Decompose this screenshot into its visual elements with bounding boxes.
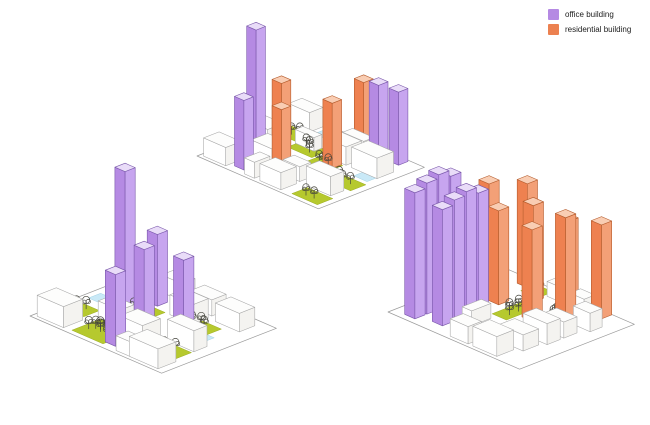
scene-office-cluster-block <box>29 162 277 374</box>
office-tower <box>146 225 168 235</box>
office-tower <box>416 174 438 184</box>
residential-tower <box>271 75 292 84</box>
office-tower <box>105 269 116 347</box>
lowrise-building <box>36 287 83 307</box>
residential-tower <box>353 74 374 83</box>
tree-canopy <box>84 319 89 325</box>
residential-tower <box>322 95 342 104</box>
office-tower <box>388 84 409 93</box>
office-tower <box>404 188 416 320</box>
lowrise-building <box>259 157 297 173</box>
office-tower <box>404 184 426 194</box>
lowrise-building <box>215 296 256 314</box>
legend-label-office: office building <box>565 10 614 19</box>
office-tower <box>465 187 477 317</box>
tree-canopy <box>315 153 320 158</box>
tree-canopy <box>96 322 101 327</box>
residential-tower <box>488 202 510 212</box>
office-color-swatch <box>548 9 559 20</box>
office-tower <box>428 166 450 176</box>
office-tower <box>455 183 477 192</box>
lowrise-building <box>449 313 482 327</box>
residential-tower <box>478 175 500 185</box>
lowrise-building <box>461 298 492 312</box>
residential-tower <box>521 221 543 231</box>
legend-item-office: office building <box>548 9 631 20</box>
lowrise-building <box>167 313 208 331</box>
office-tower <box>431 205 443 327</box>
office-tower <box>442 205 453 327</box>
lowrise-building <box>119 308 161 326</box>
office-tower <box>157 230 168 307</box>
office-tower <box>414 188 426 320</box>
residential-tower <box>516 175 538 185</box>
office-tower <box>173 251 195 261</box>
residential-tower <box>521 225 533 322</box>
office-tower <box>234 92 254 101</box>
office-tower <box>234 96 245 171</box>
lowrise-building <box>522 307 561 324</box>
scene-segregated-block <box>387 166 635 370</box>
office-tower <box>477 188 489 313</box>
office-tower <box>398 88 409 166</box>
legend-label-residential: residential building <box>565 25 632 34</box>
office-tower <box>454 195 465 322</box>
office-tower <box>246 21 266 31</box>
office-tower <box>368 77 389 86</box>
lowrise-building <box>498 318 539 336</box>
lowrise-building <box>472 319 514 337</box>
office-tower <box>105 265 126 275</box>
residential-tower <box>498 206 510 306</box>
lowrise-building <box>573 300 603 314</box>
legend: office building residential building <box>548 9 631 35</box>
residential-tower <box>555 213 566 325</box>
residential-tower <box>522 197 544 206</box>
legend-item-residential: residential building <box>548 24 631 35</box>
lowrise-building <box>306 160 345 177</box>
tree-canopy <box>505 305 510 311</box>
office-tower <box>431 201 453 210</box>
office-tower <box>124 167 136 306</box>
residential-color-swatch <box>548 24 559 35</box>
residential-tower <box>531 225 543 322</box>
tree-canopy <box>301 186 307 192</box>
lowrise-building <box>282 154 311 167</box>
residential-tower <box>271 101 292 110</box>
residential-tower <box>555 209 577 219</box>
residential-tower <box>331 99 342 169</box>
office-tower <box>255 26 266 151</box>
residential-tower <box>488 206 499 306</box>
tree-canopy <box>310 189 315 195</box>
tree-canopy <box>324 156 329 162</box>
tree-canopy <box>305 143 310 148</box>
office-tower <box>133 240 155 250</box>
tree-canopy <box>514 302 519 307</box>
residential-tower <box>601 220 613 320</box>
lowrise-building <box>244 151 271 163</box>
lowrise-building <box>295 126 323 138</box>
tree-canopy <box>346 175 351 180</box>
residential-tower <box>590 216 613 226</box>
office-tower <box>114 162 136 172</box>
lowrise-building <box>129 329 177 350</box>
scene-mixed-block <box>196 21 425 210</box>
office-tower <box>443 191 465 201</box>
lowrise-building <box>351 140 394 159</box>
tree-canopy <box>305 139 310 144</box>
residential-tower <box>590 220 602 320</box>
tree-canopy <box>96 320 101 325</box>
